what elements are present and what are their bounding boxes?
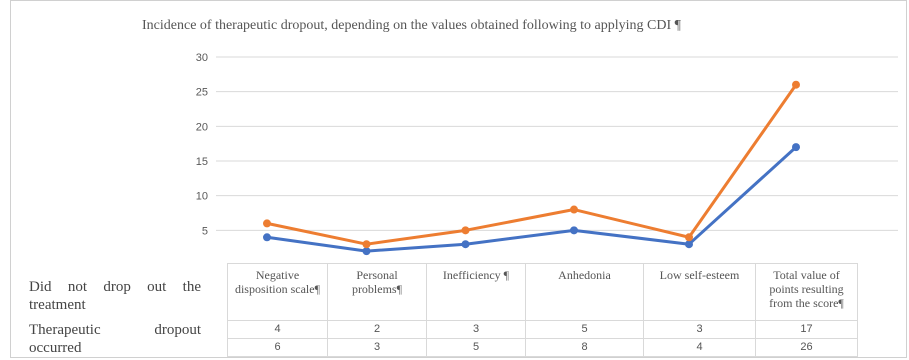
series-line-2 [265,83,798,246]
category-label: Total value of points resulting from the… [755,263,858,321]
table-cell: 8 [525,338,644,357]
data-point [362,240,371,249]
table-cell: 4 [643,338,756,357]
plot-area: 30 25 20 15 10 5 [196,52,898,256]
category-label: Negative disposition scale¶ [227,263,328,321]
category-label: Low self-esteem [643,263,756,321]
series-line-1 [265,145,798,253]
y-tick-label: 30 [196,52,208,64]
table-row-series-2: 6 3 5 8 4 26 [227,338,858,357]
table-cell: 5 [525,320,644,339]
table-cell: 26 [755,338,858,357]
table-cell: 2 [327,320,427,339]
table-row-series-1: 4 2 3 5 3 17 [227,320,858,339]
y-tick-label: 10 [196,191,208,203]
y-tick-label: 5 [202,225,208,237]
data-point [792,143,800,152]
data-table: Negative disposition scale¶ Personal pro… [227,263,858,357]
data-point [570,226,578,235]
table-cell: 3 [426,320,526,339]
legend-series-1: Did not drop out the treatment [29,279,201,313]
data-point [461,226,470,235]
chart-title: Incidence of therapeutic dropout, depend… [142,18,681,33]
y-tick-label: 20 [196,121,208,133]
legend-series-2: Therapeutic dropout occurred [29,322,201,356]
table-cell: 4 [227,320,328,339]
y-tick-label: 15 [196,156,208,168]
table-cell: 3 [643,320,756,339]
table-cell: 5 [426,338,526,357]
data-point [263,233,271,242]
data-point [685,240,693,249]
category-label: Inefficiency ¶ [426,263,526,321]
y-tick-label: 25 [196,87,208,99]
data-point [792,80,800,89]
data-point [461,240,470,249]
data-point [685,233,693,242]
data-point [362,247,371,256]
data-point [570,205,578,214]
data-point [263,219,271,228]
table-header-row: Negative disposition scale¶ Personal pro… [227,263,858,321]
chart-frame: Incidence of therapeutic dropout, depend… [10,0,907,358]
table-cell: 6 [227,338,328,357]
category-label: Anhedonia [525,263,644,321]
category-label: Personal problems¶ [327,263,427,321]
table-cell: 17 [755,320,858,339]
table-cell: 3 [327,338,427,357]
